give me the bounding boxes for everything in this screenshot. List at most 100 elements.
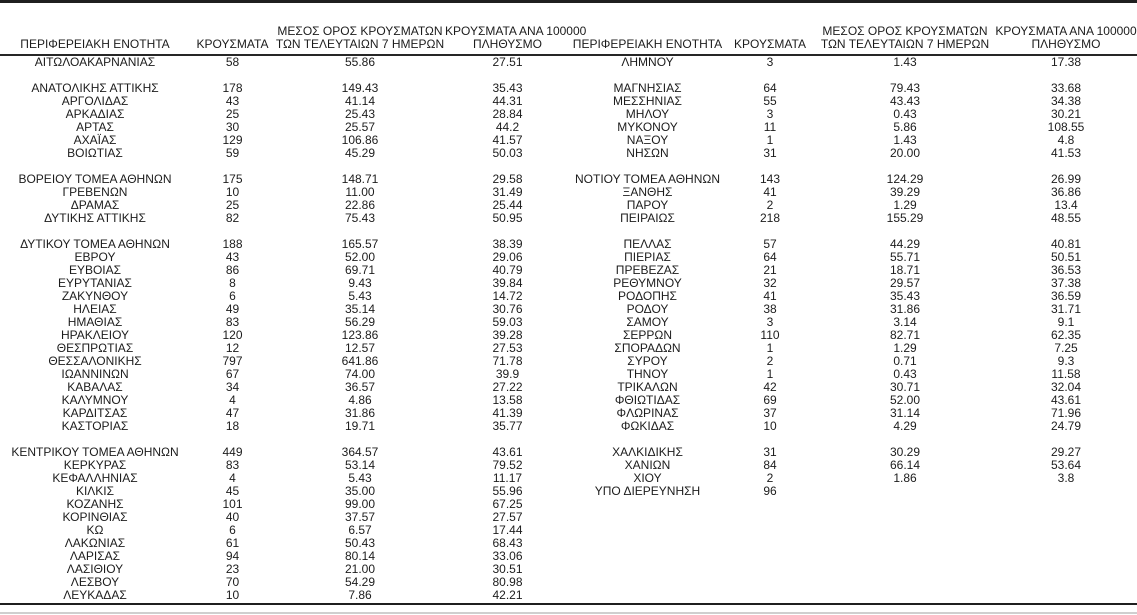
cell-per100k-left: 50.95 [492,211,523,225]
cell-per100k-left: 50.03 [492,146,523,160]
cell-region-right: ΤΡΙΚΑΛΩΝ [617,380,678,394]
cell-region-left: ΕΒΡΟΥ [74,250,116,264]
header-per100k-left: ΚΡΟΥΣΜΑΤΑ ΑΝΑ 100000 ΠΛΗΘΥΣΜΟ [445,3,586,56]
cell-region-left: ΑΡΓΟΛΙΔΑΣ [61,94,129,108]
cell-per100k-left: 27.57 [492,510,523,524]
cell-region-right: ΠΙΕΡΙΑΣ [624,250,671,264]
cell-per100k-right [995,550,1137,563]
cell-avg7-left: 55.86 [344,55,376,69]
cell-per100k-right: 62.35 [1050,328,1082,342]
cell-region-left: ΔΥΤΙΚΗΣ ΑΤΤΙΚΗΣ [44,211,146,225]
cell-avg7-right: 31.14 [889,406,921,420]
header-avg7-left-line1: ΜΕΣΟΣ ΟΡΟΣ ΚΡΟΥΣΜΑΤΩΝ [277,24,443,38]
cell-region-left: ΑΙΤΩΛΟΑΚΑΡΝΑΝΙΑΣ [34,55,156,69]
header-region-right: ΠΕΡΙΦΕΡΕΙΑΚΗ ΕΝΟΤΗΤΑ [570,3,725,56]
cell-per100k-right: 48.55 [1050,211,1082,225]
cell-region-left: ΚΟΡΙΝΘΙΑΣ [62,510,128,524]
cell-region-right: ΡΕΘΥΜΝΟΥ [613,276,682,290]
cell-per100k-left: 59.03 [492,315,523,329]
cell-per100k-left: 35.77 [492,419,523,433]
cell-cases-left: 47 [225,406,240,420]
cell-cases-left: 58 [225,55,240,69]
cell-per100k-left: 43.61 [492,445,523,459]
cases-by-regional-unit-table: ΠΕΡΙΦΕΡΕΙΑΚΗ ΕΝΟΤΗΤΑ ΚΡΟΥΣΜΑΤΑ ΜΕΣΟΣ ΟΡΟ… [0,3,1137,602]
cell-avg7-left: 53.14 [344,458,376,472]
spacer-row [0,225,1137,238]
cell-per100k-left: 80.98 [492,575,523,589]
cell-per100k-left: 38.39 [492,237,523,251]
cell-cases-left: 101 [222,497,243,511]
cell-per100k-left: 55.96 [492,484,523,498]
cell-region-left: ΒΟΙΩΤΙΑΣ [67,146,123,160]
cell-per100k-right [995,563,1137,576]
cell-region-right: ΣΠΟΡΑΔΩΝ [614,341,681,355]
cell-region-left: ΕΥΡΥΤΑΝΙΑΣ [58,276,132,290]
cell-cases-right: 32 [763,276,777,290]
cell-avg7-left: 641.86 [341,354,379,368]
header-per100k-right: ΚΡΟΥΣΜΑΤΑ ΑΝΑ 100000 ΠΛΗΘΥΣΜΟ [995,3,1137,56]
cell-per100k-left: 27.22 [492,380,523,394]
cell-per100k-right: 13.4 [1054,198,1078,212]
table-row: ΑΡΤΑΣ 30 25.57 44.2 ΜΥΚΟΝΟΥ 11 5.86 108.55 [0,121,1137,134]
cell-per100k-left: 29.06 [492,250,523,264]
cell-avg7-right: 30.71 [889,380,921,394]
cell-cases-left: 10 [225,185,240,199]
cell-region-left: ΕΥΒΟΙΑΣ [68,263,122,277]
cell-per100k-right: 29.27 [1050,445,1082,459]
cell-avg7-right: 0.43 [893,367,917,381]
spacer-cell [0,225,1137,238]
cell-region-left: ΓΡΕΒΕΝΩΝ [62,185,128,199]
cell-cases-left: 4 [229,471,236,485]
cell-avg7-left: 41.14 [344,94,376,108]
cell-avg7-left: 9.43 [348,276,372,290]
cell-avg7-right: 0.43 [893,107,917,121]
cell-region-right: ΧΑΛΚΙΔΙΚΗΣ [612,445,683,459]
cell-avg7-right: 1.86 [893,471,917,485]
cell-cases-left: 8 [229,276,236,290]
cell-avg7-right [815,537,995,550]
header-avg7-left: ΜΕΣΟΣ ΟΡΟΣ ΚΡΟΥΣΜΑΤΩΝ ΤΩΝ ΤΕΛΕΥΤΑΙΩΝ 7 Η… [275,3,445,56]
spacer-row [0,69,1137,82]
cell-cases-left: 4 [229,393,236,407]
cell-avg7-right [815,576,995,589]
cell-per100k-right: 32.04 [1050,380,1082,394]
table-row: ΚΑΣΤΟΡΙΑΣ 18 19.71 35.77 ΦΩΚΙΔΑΣ 10 4.29 24.79 [0,420,1137,433]
cell-cases-left: 30 [225,120,240,134]
cell-per100k-left: 79.52 [492,458,523,472]
cell-avg7-left: 165.57 [341,237,379,251]
cell-cases-right: 96 [763,484,777,498]
cell-per100k-left: 30.51 [492,562,523,576]
header-avg7-right-line1: ΜΕΣΟΣ ΟΡΟΣ ΚΡΟΥΣΜΑΤΩΝ [822,24,988,38]
cell-cases-right: 11 [763,120,777,134]
cell-cases-right: 69 [763,393,777,407]
cell-avg7-right [815,524,995,537]
cell-region-right: ΞΑΝΘΗΣ [622,185,673,199]
cell-avg7-right: 5.86 [893,120,917,134]
cell-per100k-left: 27.51 [492,55,523,69]
cell-per100k-left: 71.78 [492,354,523,368]
cell-region-right: ΠΕΛΛΑΣ [623,237,672,251]
cell-avg7-left: 69.71 [344,263,376,277]
cell-per100k-right: 17.38 [1050,55,1082,69]
table-row: ΙΩΑΝΝΙΝΩΝ 67 74.00 39.9 ΤΗΝΟΥ 1 0.43 11.58 [0,368,1137,381]
table-row: ΒΟΙΩΤΙΑΣ 59 45.29 50.03 ΝΗΣΩΝ 31 20.00 41.53 [0,147,1137,160]
cell-region-right: ΝΗΣΩΝ [626,146,669,160]
cell-per100k-right: 36.59 [1050,289,1082,303]
table-row: ΕΥΒΟΙΑΣ 86 69.71 40.79 ΠΡΕΒΕΖΑΣ 21 18.71 36.53 [0,264,1137,277]
cell-per100k-right [995,589,1137,602]
cell-cases-right [725,524,815,537]
cell-cases-right: 64 [763,81,777,95]
cell-per100k-right: 34.38 [1050,94,1082,108]
cell-region-left: ΑΡΤΑΣ [76,120,114,134]
cell-per100k-right: 11.58 [1051,367,1081,381]
cell-region-right: ΠΡΕΒΕΖΑΣ [615,263,680,277]
cell-per100k-right: 36.53 [1050,263,1082,277]
cell-avg7-right: 4.29 [893,419,917,433]
cell-region-left: ΚΑΛΥΜΝΟΥ [61,393,129,407]
cell-cases-right: 41 [763,185,777,199]
cell-region-right [570,511,725,524]
header-row: ΠΕΡΙΦΕΡΕΙΑΚΗ ΕΝΟΤΗΤΑ ΚΡΟΥΣΜΑΤΑ ΜΕΣΟΣ ΟΡΟ… [0,3,1137,56]
cell-region-right: ΣΑΜΟΥ [626,315,669,329]
cell-cases-right: 31 [763,445,777,459]
cell-per100k-right [995,524,1137,537]
